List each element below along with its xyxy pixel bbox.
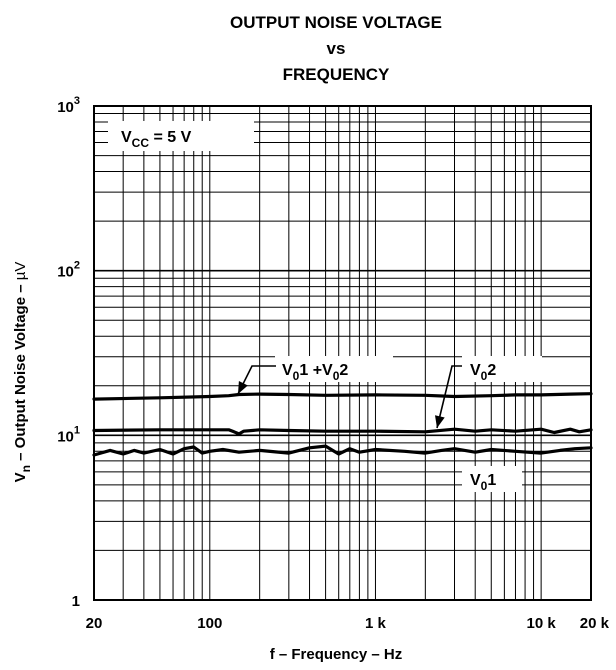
y-tick-label: 103 bbox=[57, 95, 80, 116]
x-axis-label: f – Frequency – Hz bbox=[270, 646, 403, 663]
y-axis-label: Vn – Output Noise Voltage – µV bbox=[12, 262, 33, 483]
y-tick-label: 101 bbox=[57, 424, 80, 445]
chart-title-line: OUTPUT NOISE VOLTAGE bbox=[230, 13, 442, 32]
chart-title-line: vs bbox=[327, 39, 346, 58]
chart-grid bbox=[94, 106, 591, 600]
series-line bbox=[92, 392, 593, 401]
condition-label: VCC = 5 V bbox=[108, 121, 254, 151]
annotation-box bbox=[462, 466, 522, 492]
chart-title-line: FREQUENCY bbox=[283, 65, 390, 84]
x-tick-label: 10 k bbox=[527, 615, 557, 632]
x-axis-title: f – Frequency – Hz bbox=[270, 646, 403, 663]
x-tick-label: 100 bbox=[197, 615, 222, 632]
series-label: V01 +V02 bbox=[282, 362, 348, 383]
annotation-box bbox=[275, 356, 393, 382]
leader-line bbox=[436, 365, 462, 429]
series-label: V01 bbox=[470, 472, 496, 493]
condition-box bbox=[108, 121, 254, 151]
series-line bbox=[92, 444, 593, 457]
leader-line bbox=[237, 365, 276, 395]
annotation-box bbox=[462, 356, 542, 382]
y-axis-title: Vn – Output Noise Voltage – µV bbox=[12, 262, 33, 483]
series-annotations: V01 +V02 V02 V01 bbox=[237, 356, 542, 493]
x-tick-label: 20 k bbox=[580, 615, 610, 632]
condition-text: VCC = 5 V bbox=[121, 129, 192, 150]
x-axis-ticks: 20 100 1 k 10 k 20 k bbox=[86, 615, 610, 632]
leader-arrowhead bbox=[435, 415, 445, 428]
leader-arrowhead bbox=[238, 381, 248, 394]
y-axis-ticks: 1 101 102 103 bbox=[57, 95, 80, 610]
plot-frame bbox=[93, 105, 592, 601]
x-tick-label: 20 bbox=[86, 615, 103, 632]
series-label: V02 bbox=[470, 362, 496, 383]
series-lines bbox=[92, 392, 593, 457]
chart-title: OUTPUT NOISE VOLTAGE vs FREQUENCY bbox=[230, 13, 442, 84]
y-tick-label: 1 bbox=[72, 593, 80, 610]
y-tick-label: 102 bbox=[57, 260, 80, 281]
series-line bbox=[92, 427, 593, 436]
x-tick-label: 1 k bbox=[365, 615, 387, 632]
